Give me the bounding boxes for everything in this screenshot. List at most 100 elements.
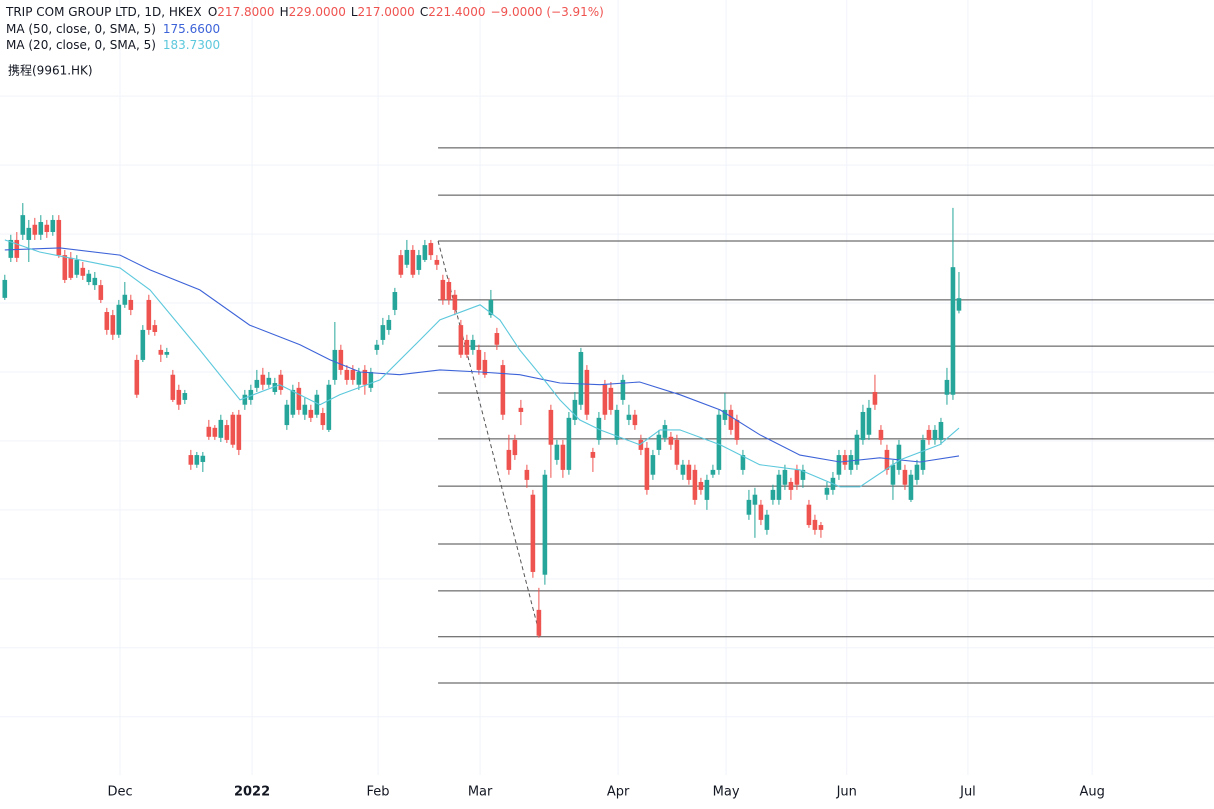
- candle-body: [752, 494, 758, 505]
- x-tick-label: Mar: [468, 785, 493, 800]
- candle-body: [908, 474, 914, 500]
- candle-body: [320, 413, 326, 426]
- candle-body: [920, 439, 926, 470]
- candle-body: [470, 339, 476, 350]
- candle-body: [500, 365, 506, 415]
- candle-body: [44, 224, 50, 233]
- candle-body: [416, 255, 422, 270]
- candle-body: [494, 333, 500, 345]
- candle-body: [626, 414, 632, 420]
- ohlc-value: 221.4000: [428, 5, 485, 19]
- candle-body: [236, 414, 242, 450]
- candle-body: [914, 464, 920, 480]
- candle-body: [302, 404, 308, 415]
- candle-body: [524, 469, 530, 480]
- candle-body: [134, 359, 140, 395]
- candle-body: [464, 339, 470, 355]
- candle-body: [896, 444, 902, 470]
- candle-body: [728, 409, 734, 430]
- candle-body: [92, 277, 98, 286]
- candle-body: [812, 519, 818, 530]
- candle-body: [950, 267, 956, 395]
- candle-body: [854, 434, 860, 465]
- candle-body: [956, 298, 962, 311]
- candle-body: [56, 219, 62, 256]
- candle-body: [338, 349, 344, 370]
- candle-body: [590, 451, 596, 458]
- candle-body: [386, 319, 392, 330]
- ma-line: [4, 239, 960, 488]
- candle-body: [104, 311, 110, 330]
- candle-body: [608, 387, 614, 410]
- candle-body: [704, 479, 710, 500]
- candle-body: [8, 239, 14, 258]
- candle-body: [638, 439, 644, 450]
- candle-body: [482, 359, 488, 375]
- candle-body: [476, 349, 482, 370]
- candle-body: [788, 481, 794, 490]
- candle-body: [890, 464, 896, 485]
- candle-body: [14, 239, 20, 258]
- candle-body: [80, 267, 86, 276]
- ma-name: MA (50, close, 0, SMA, 5): [6, 22, 156, 36]
- candle-body: [686, 464, 692, 480]
- trendline: [437, 240, 541, 637]
- candle-body: [68, 257, 74, 278]
- candle-body: [314, 394, 320, 415]
- candle-body: [158, 349, 164, 355]
- candle-body: [836, 455, 842, 475]
- candle-body: [782, 469, 788, 485]
- candle-body: [98, 285, 104, 300]
- candle-body: [20, 215, 26, 235]
- x-tick-label: 2022: [234, 785, 270, 800]
- ma-value: 175.6600: [163, 22, 220, 36]
- candle-body: [926, 429, 932, 440]
- candle-body: [362, 369, 368, 385]
- candle-body: [644, 447, 650, 490]
- candle-body: [818, 525, 824, 530]
- candle-body: [602, 384, 608, 415]
- candle-body: [932, 429, 938, 440]
- candle-body: [794, 469, 800, 485]
- candle-body: [248, 389, 254, 400]
- candle-body: [218, 419, 224, 438]
- candle-body: [848, 455, 854, 470]
- candle-body: [614, 409, 620, 440]
- candle-body: [296, 387, 302, 410]
- ma-legend: MA (20, close, 0, SMA, 5) 183.7300: [6, 38, 220, 52]
- candle-body: [398, 255, 404, 275]
- candle-body: [260, 374, 266, 385]
- ma-name: MA (20, close, 0, SMA, 5): [6, 38, 156, 52]
- candle-body: [332, 349, 338, 380]
- candle-body: [764, 514, 770, 530]
- candle-body: [176, 389, 182, 405]
- candle-body: [62, 255, 68, 280]
- candle-body: [512, 439, 518, 456]
- candle-body: [710, 469, 716, 475]
- candle-body: [116, 304, 122, 335]
- candle-body: [488, 299, 494, 316]
- candle-body: [242, 394, 248, 405]
- candle-body: [674, 439, 680, 465]
- candle-body: [734, 419, 740, 440]
- candle-body: [26, 227, 32, 240]
- x-tick-label: Dec: [107, 785, 132, 800]
- candle-body: [578, 351, 584, 405]
- ohlc-key: O: [208, 5, 217, 19]
- candle-body: [86, 273, 92, 283]
- candle-body: [182, 393, 188, 400]
- candle-body: [188, 455, 194, 465]
- candle-body: [560, 444, 566, 470]
- candle-body: [806, 504, 812, 526]
- candle-body: [284, 404, 290, 426]
- candle-body: [212, 427, 218, 437]
- candle-body: [572, 399, 578, 420]
- x-tick-label: Aug: [1079, 785, 1104, 800]
- candle-body: [866, 407, 872, 435]
- marks: [2, 147, 1214, 684]
- x-tick-label: Apr: [607, 785, 630, 800]
- x-tick-label: Feb: [367, 785, 390, 800]
- candle-body: [758, 504, 764, 520]
- candle-body: [434, 259, 440, 265]
